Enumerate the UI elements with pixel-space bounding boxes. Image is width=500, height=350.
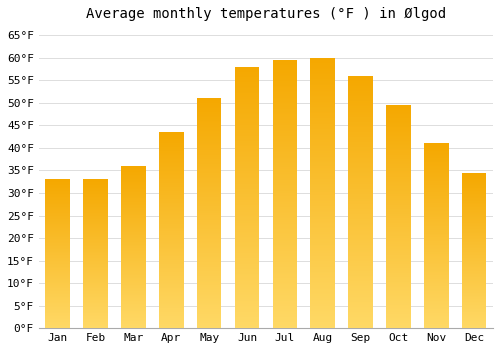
Title: Average monthly temperatures (°F ) in Ølgod: Average monthly temperatures (°F ) in Øl…: [86, 7, 446, 21]
